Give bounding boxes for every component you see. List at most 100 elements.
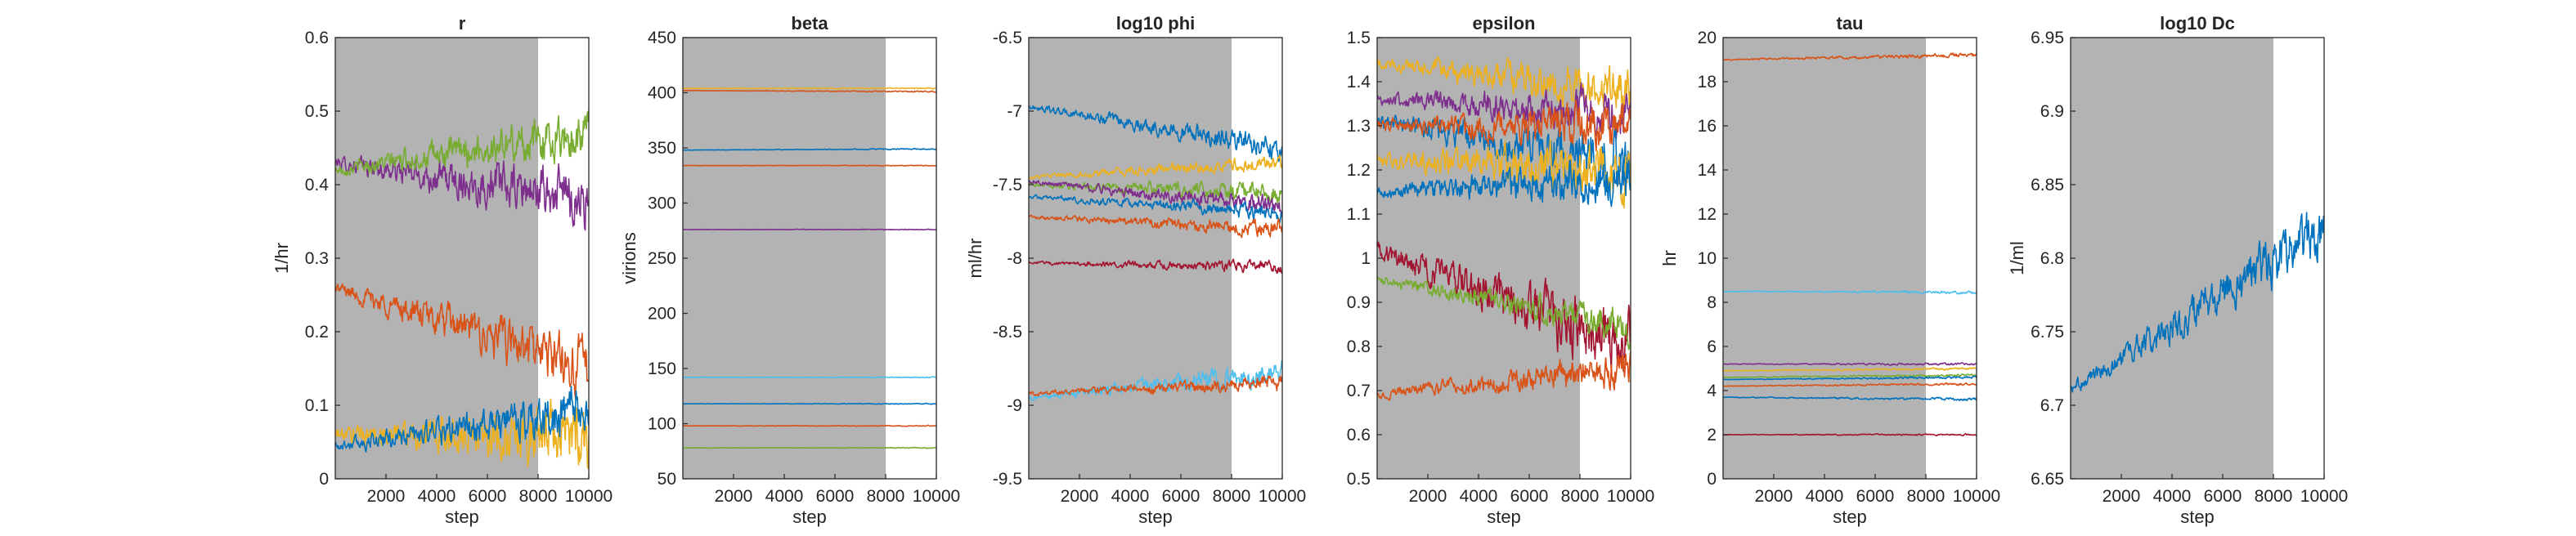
trace-group: [1377, 56, 1631, 401]
x-tick-label: 10000: [1607, 487, 1654, 506]
trace-line-6: [1029, 258, 1282, 274]
trace-line-1: [683, 89, 936, 93]
y-tick-label: 1: [1361, 249, 1371, 268]
y-tick-label: 200: [648, 305, 676, 324]
panel-3: 2000 4000 6000 8000 10000 0.5 0.6 0.7 0.8 0.9 1 1.1…: [1347, 13, 1654, 527]
y-tick-label: 0: [1707, 470, 1717, 489]
y-tick-label: 20: [1698, 29, 1717, 47]
panel-2: 2000 4000 6000 8000 10000 -9.5 -9 -8.5 -8 -7.5 -7 -…: [965, 13, 1306, 527]
trace-group: [2071, 212, 2324, 393]
y-tick-label: 18: [1698, 73, 1717, 92]
x-tick-label: 4000: [418, 487, 456, 506]
panel-title: tau: [1837, 13, 1864, 34]
y-tick-label: 14: [1698, 161, 1717, 180]
y-tick-label: -7: [1007, 102, 1022, 121]
panel-title: beta: [791, 13, 828, 34]
y-tick-label: 300: [648, 194, 676, 213]
y-tick-label: 0.1: [305, 396, 329, 415]
trace-line-8: [1029, 375, 1282, 397]
burn-in-shading: [2071, 38, 2273, 479]
y-tick-label: 0.6: [305, 29, 329, 47]
y-tick-label: 150: [648, 360, 676, 378]
trace-line-4: [1029, 194, 1282, 224]
panel-title: log10 phi: [1116, 13, 1196, 34]
y-axis-label: hr: [1659, 250, 1680, 266]
trace-line-8: [683, 446, 936, 449]
trace-line-4: [335, 386, 589, 453]
y-axis-label: ml/hr: [965, 239, 985, 279]
burn-in-shading: [335, 38, 538, 479]
burn-in-shading: [1723, 38, 1926, 479]
trace-line-8: [1723, 432, 1977, 437]
trace-line-5: [1723, 375, 1977, 381]
panel-4: 2000 4000 6000 8000 10000 0 2 4 6 8 10 12 14 16 18 20 ta…: [1659, 13, 2000, 527]
y-tick-label: 6.65: [2031, 470, 2064, 489]
x-tick-label: 4000: [1460, 487, 1498, 506]
y-tick-label: 1.2: [1347, 161, 1371, 180]
y-tick-label: 0.5: [1347, 470, 1371, 489]
trace-group: [335, 109, 589, 469]
x-tick-label: 6000: [1162, 487, 1200, 506]
x-tick-label: 2000: [2103, 487, 2141, 506]
y-tick-label: 6: [1707, 337, 1717, 356]
x-tick-label: 8000: [1907, 487, 1945, 506]
y-tick-label: -8.5: [993, 323, 1022, 342]
trace-line-3: [1029, 180, 1282, 217]
x-axis-label: step: [1833, 507, 1867, 527]
y-tick-label: 12: [1698, 205, 1717, 224]
trace-line-0: [2071, 212, 2324, 393]
y-tick-label: 1.5: [1347, 29, 1371, 47]
trace-line-4: [1377, 139, 1631, 209]
panel-5: 2000 4000 6000 8000 10000 6.65 6.7 6.75 6.8 6.85 6…: [2007, 13, 2348, 527]
trace-line-0: [1377, 56, 1631, 115]
trace-group: [1029, 105, 1282, 402]
y-tick-label: 6.95: [2031, 29, 2064, 47]
y-tick-label: 0.9: [1347, 293, 1371, 312]
x-tick-label: 10000: [913, 487, 960, 506]
x-axis-label: step: [792, 507, 827, 527]
trace-line-7: [683, 424, 936, 427]
y-tick-label: 50: [657, 470, 676, 489]
y-tick-label: 400: [648, 84, 676, 103]
panel-title: epsilon: [1472, 13, 1535, 34]
y-tick-label: 6.9: [2040, 102, 2064, 121]
x-tick-label: 10000: [2300, 487, 2348, 506]
trace-line-6: [1723, 382, 1977, 387]
y-tick-label: 1.3: [1347, 117, 1371, 136]
x-tick-label: 8000: [1213, 487, 1251, 506]
trace-line-7: [1377, 275, 1631, 351]
x-tick-label: 8000: [2255, 487, 2293, 506]
y-tick-label: 0.8: [1347, 337, 1371, 356]
x-tick-label: 8000: [519, 487, 558, 506]
trace-group: [683, 87, 936, 449]
x-tick-label: 6000: [1856, 487, 1895, 506]
y-tick-label: 350: [648, 139, 676, 158]
trace-line-1: [1377, 82, 1631, 140]
y-tick-label: 250: [648, 249, 676, 268]
panel-title: r: [459, 13, 466, 34]
y-tick-label: 0.2: [305, 323, 329, 342]
y-tick-label: 1.1: [1347, 205, 1371, 224]
trace-line-4: [1723, 373, 1977, 378]
trace-line-2: [335, 283, 589, 400]
y-tick-label: 6.85: [2031, 176, 2064, 194]
panel-0: 2000 4000 6000 8000 10000 0 0.1 0.2 0.3 0.4 0.5 0.6…: [272, 13, 613, 527]
x-tick-label: 2000: [715, 487, 753, 506]
x-tick-label: 2000: [367, 487, 406, 506]
x-tick-label: 2000: [1061, 487, 1099, 506]
trace-group: [1723, 52, 1977, 437]
y-tick-label: 6.75: [2031, 323, 2064, 342]
y-axis-label: 1/hr: [272, 243, 292, 274]
x-tick-label: 2000: [1755, 487, 1793, 506]
y-tick-label: 16: [1698, 117, 1717, 136]
y-tick-label: 0.7: [1347, 382, 1371, 400]
y-tick-label: -6.5: [993, 29, 1022, 47]
trace-line-2: [1723, 362, 1977, 366]
x-tick-label: 10000: [1953, 487, 2000, 506]
burn-in-shading: [683, 38, 886, 479]
y-tick-label: 0.6: [1347, 426, 1371, 444]
y-axis-label: 1/ml: [2007, 241, 2027, 275]
x-tick-label: 4000: [765, 487, 804, 506]
x-tick-label: 6000: [469, 487, 507, 506]
